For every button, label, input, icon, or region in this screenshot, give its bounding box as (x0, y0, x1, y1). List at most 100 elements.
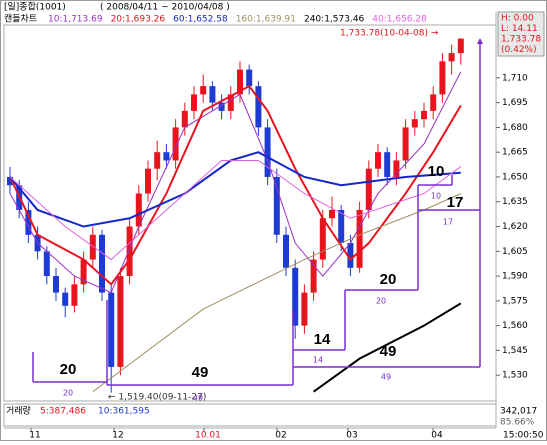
cycle-count-small: 20 (63, 389, 73, 398)
candle-body (448, 53, 455, 62)
ma-line (313, 302, 462, 393)
candle-body (430, 94, 437, 111)
high-annotation: 1,733.78(10-04-08) → (340, 29, 439, 39)
legend-entry: 60:1,652.58 (173, 15, 228, 25)
volume-label: 거래량 (6, 405, 31, 417)
candle-body (53, 276, 59, 293)
cycle-count-small: 17 (443, 218, 453, 227)
y-tick-label: 1,590 (502, 272, 528, 282)
info-text: H: 0.00 (501, 14, 534, 24)
info-box (497, 11, 545, 57)
title: [일]종합(1001) (4, 2, 66, 13)
candle-body (301, 292, 308, 326)
volume-ratio: 85.66% (500, 418, 535, 428)
ma-line (9, 71, 462, 294)
candle-body (145, 168, 151, 194)
cycle-count-small: 20 (376, 297, 386, 306)
volume-frame (3, 403, 497, 427)
candle-body (439, 61, 446, 95)
candle-body (264, 127, 271, 177)
candle-body (71, 284, 78, 306)
candle-body (338, 210, 345, 244)
y-tick-label: 1,695 (502, 98, 528, 108)
candle-body (411, 119, 418, 128)
candle-body (126, 226, 133, 277)
candle-body (384, 152, 391, 177)
x-tick-label: 03 (346, 431, 357, 441)
x-tick-label: 12 (112, 431, 123, 441)
candle-body (310, 259, 317, 293)
low-annotation: ← 1,519.40(09-11-27) (108, 393, 206, 403)
candle-body (283, 234, 289, 268)
candle-body (108, 292, 115, 367)
info-text: (0.42%) (501, 45, 537, 55)
candle-body (99, 234, 105, 293)
ma-line (92, 193, 462, 393)
candle-body (117, 276, 124, 367)
candle-body (154, 152, 161, 169)
candle-body (181, 110, 188, 128)
candle-body (227, 94, 234, 111)
cycle-count-small: 14 (313, 356, 323, 365)
legend-entry: 240:1,573.46 (304, 15, 365, 25)
y-tick-label: 1,575 (502, 296, 528, 306)
x-tick-label: 02 (275, 431, 286, 441)
x-tick-label: 11 (29, 431, 40, 441)
candle-body (375, 152, 381, 169)
candle-body (393, 160, 400, 177)
candle-body (135, 193, 142, 227)
volume-ma5: 5:387,486 (40, 407, 86, 417)
cycle-count: 20 (60, 361, 77, 378)
candle-body (80, 259, 87, 285)
candle-body (89, 234, 96, 260)
cycle-count-small: 49 (381, 373, 391, 382)
candle-body (365, 168, 372, 210)
cycle-count: 49 (192, 364, 209, 381)
candle-body (246, 69, 253, 87)
candle-body (273, 176, 280, 235)
candle-body (7, 176, 13, 186)
cycle-count-small: 49 (193, 394, 203, 403)
chart-label: 캔들차트 (4, 13, 37, 25)
candle-body (402, 127, 409, 161)
y-tick-label: 1,665 (502, 148, 528, 158)
candle-body (43, 251, 50, 277)
y-tick-label: 1,545 (502, 346, 528, 356)
candle-body (163, 152, 170, 161)
y-tick-label: 1,560 (502, 321, 528, 331)
cycle-count-small: 10 (431, 192, 441, 201)
candle-body (25, 210, 32, 235)
candle-body (319, 218, 326, 260)
candle-body (218, 102, 225, 111)
y-tick-label: 1,620 (502, 222, 528, 232)
cycle-count: 17 (447, 194, 464, 211)
candle-body (200, 86, 207, 95)
legend-entry: 20:1,693.26 (111, 15, 166, 25)
candle-body (347, 243, 354, 268)
candle-body (255, 86, 262, 128)
ma-line (9, 159, 462, 261)
candle-body (356, 210, 363, 268)
y-tick-label: 1,650 (502, 172, 528, 182)
x-tick-label: 10.01 (195, 431, 221, 441)
candle-body (209, 86, 216, 103)
y-tick-label: 1,530 (502, 371, 528, 381)
candle-body (457, 38, 464, 54)
legend-entry: 160:1,639.91 (236, 15, 296, 25)
y-tick-label: 1,710 (502, 73, 528, 83)
candle-body (292, 267, 299, 326)
candle-body (237, 69, 243, 95)
volume-ma10: 10:361,595 (98, 407, 150, 417)
candle-body (172, 127, 179, 161)
info-text: L: 14.11 (501, 24, 538, 34)
legend-entry: 10:1,713.69 (48, 15, 103, 25)
legend-entry: 40:1,656.28 (372, 15, 427, 25)
cycle-count: 20 (380, 271, 397, 288)
cycle-arrow (477, 38, 483, 44)
cycle-count: 14 (314, 331, 331, 348)
y-tick-label: 1,635 (502, 197, 528, 207)
candle-body (421, 110, 427, 120)
cycle-count: 49 (380, 343, 397, 360)
